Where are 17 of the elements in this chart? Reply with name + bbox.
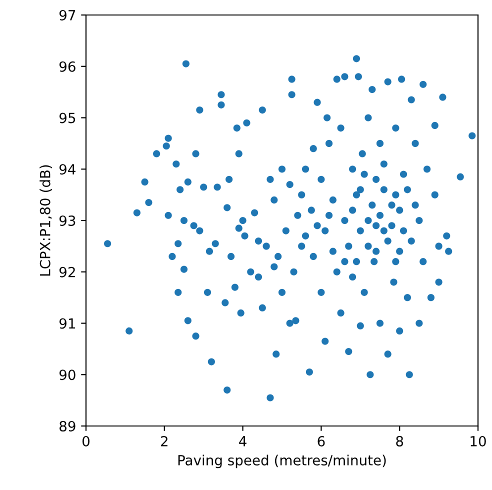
x-axis-title: Paving speed (metres/minute) — [178, 454, 386, 468]
x-tick-label: 6 — [318, 436, 325, 446]
x-tick-label: 2 — [161, 436, 168, 446]
x-tick-label: 8 — [396, 436, 404, 446]
y-tick-label: 91 — [59, 318, 75, 329]
x-tick-label: 4 — [239, 436, 246, 446]
y-tick-label: 95 — [59, 112, 76, 124]
y-tick-label: 89 — [60, 420, 76, 432]
x-tick-label: 0 — [82, 436, 90, 446]
y-axis-title: LCPX:P1,80 (dB) — [40, 165, 52, 276]
y-tick-label: 93 — [59, 215, 76, 226]
y-tick-label: 96 — [59, 61, 76, 72]
y-tick-label: 97 — [59, 10, 76, 20]
y-tick-label: 92 — [59, 266, 75, 278]
x-tick-label: 10 — [470, 436, 486, 446]
y-tick-label: 90 — [59, 370, 76, 380]
y-tick-label: 94 — [59, 164, 76, 175]
